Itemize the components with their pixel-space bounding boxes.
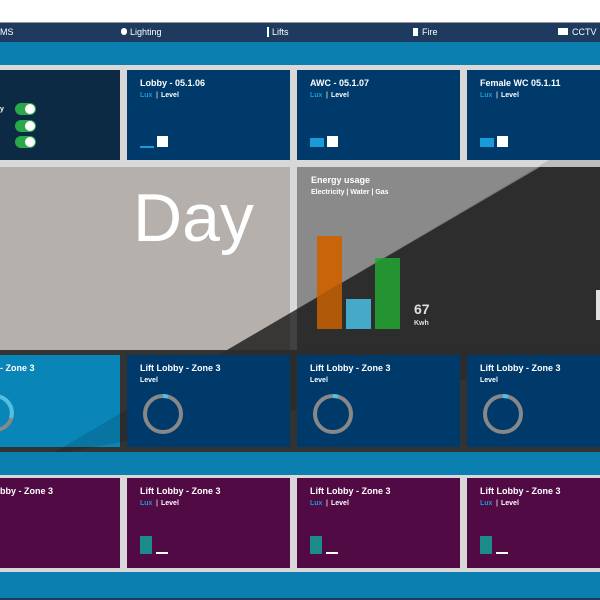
indicator: [496, 552, 508, 554]
sub-lux: Lux: [310, 92, 323, 99]
tile-title: Lift Lobby - Zone 3: [140, 486, 221, 496]
sub-sep: |: [496, 500, 498, 507]
sub-sep: |: [496, 92, 498, 99]
sub-lux: Lux: [480, 500, 493, 507]
tile-title: Lift Lobby - Zone 3: [480, 363, 561, 373]
gauge: [143, 393, 183, 434]
day-tile: [0, 167, 290, 350]
nav-item[interactable]: CCTV: [572, 27, 597, 37]
strip: [0, 572, 600, 598]
toggle[interactable]: [15, 136, 36, 148]
nav-item[interactable]: MS: [0, 27, 14, 37]
gauge-arc: [162, 393, 169, 399]
strip: [0, 452, 600, 475]
indicator: [497, 136, 508, 147]
nav-item[interactable]: Lifts: [272, 27, 289, 37]
strip: [0, 42, 600, 65]
energy-bar: [346, 299, 371, 329]
tile-title: - Zone 3: [0, 363, 35, 373]
energy-bar: [317, 236, 342, 329]
sub-level: Level: [161, 500, 179, 507]
tile[interactable]: [127, 70, 290, 160]
gauge-ring: [313, 394, 353, 434]
icon: [267, 27, 269, 37]
tile-title: Lift Lobby - Zone 3: [480, 486, 561, 496]
indicator: [140, 536, 152, 554]
gauge-arc: [0, 394, 14, 419]
indicator: [140, 146, 154, 148]
bottom-edge: [0, 598, 600, 600]
tile[interactable]: [297, 478, 460, 568]
toggle[interactable]: [15, 103, 36, 115]
nav-bar: [0, 23, 600, 42]
energy-unit: Kwh: [414, 320, 429, 327]
sub-level: Level: [331, 500, 349, 507]
sub-lux: Lux: [480, 92, 493, 99]
sub-lux: Lux: [140, 92, 153, 99]
sub-level: Level: [310, 377, 328, 384]
tile[interactable]: [297, 70, 460, 160]
tile: [0, 478, 120, 568]
indicator: [156, 552, 168, 554]
sub-level: Level: [161, 92, 179, 99]
icon: [413, 28, 418, 36]
gauge-ring: [483, 394, 523, 434]
tile-title: bby - Zone 3: [0, 486, 54, 496]
icon: [558, 28, 568, 35]
tile-title: AWC - 05.1.07: [310, 78, 370, 88]
nav-item[interactable]: Lighting: [130, 27, 162, 37]
sub-lux: Lux: [140, 500, 153, 507]
tile-title: Female WC 05.1.11: [480, 78, 561, 88]
sub-sep: |: [156, 92, 158, 99]
nav-item[interactable]: Fire: [422, 27, 438, 37]
tile[interactable]: [127, 478, 290, 568]
gauge: [313, 393, 353, 434]
sub-level: Level: [331, 92, 349, 99]
window-top: [0, 0, 600, 23]
indicator: [480, 536, 492, 554]
sub-level: Level: [140, 377, 158, 384]
tile-title: Lift Lobby - Zone 3: [310, 486, 391, 496]
gauge-arc: [332, 393, 339, 399]
tile-title: Lift Lobby - Zone 3: [140, 363, 221, 373]
day-label: Day: [133, 180, 254, 256]
tile: [0, 355, 120, 447]
gauge: [0, 394, 14, 432]
sub-sep: |: [326, 92, 328, 99]
sub-level: Level: [501, 500, 519, 507]
sub-lux: Lux: [310, 500, 323, 507]
energy-subtitle: Electricity | Water | Gas: [311, 189, 389, 196]
sub-sep: |: [326, 500, 328, 507]
toggle[interactable]: [15, 120, 36, 132]
indicator: [157, 136, 168, 147]
edge-mark: [596, 290, 600, 320]
tile-title: Lobby - 05.1.06: [140, 78, 206, 88]
sub-level: Level: [501, 92, 519, 99]
energy-value: 67: [414, 301, 430, 317]
sub-level: Level: [480, 377, 498, 384]
indicator: [327, 136, 338, 147]
icon: [121, 28, 127, 35]
sub-sep: |: [156, 500, 158, 507]
indicator: [310, 536, 322, 554]
energy-title: Energy usage: [311, 175, 371, 185]
energy-bar: [375, 258, 400, 329]
gauge-ring: [143, 394, 183, 434]
indicator: [326, 552, 338, 554]
gauge-arc: [502, 393, 509, 399]
indicator: [310, 138, 324, 147]
gauge: [483, 393, 523, 434]
tile-label: y: [0, 106, 4, 113]
tile-title: Lift Lobby - Zone 3: [310, 363, 391, 373]
indicator: [480, 138, 494, 147]
